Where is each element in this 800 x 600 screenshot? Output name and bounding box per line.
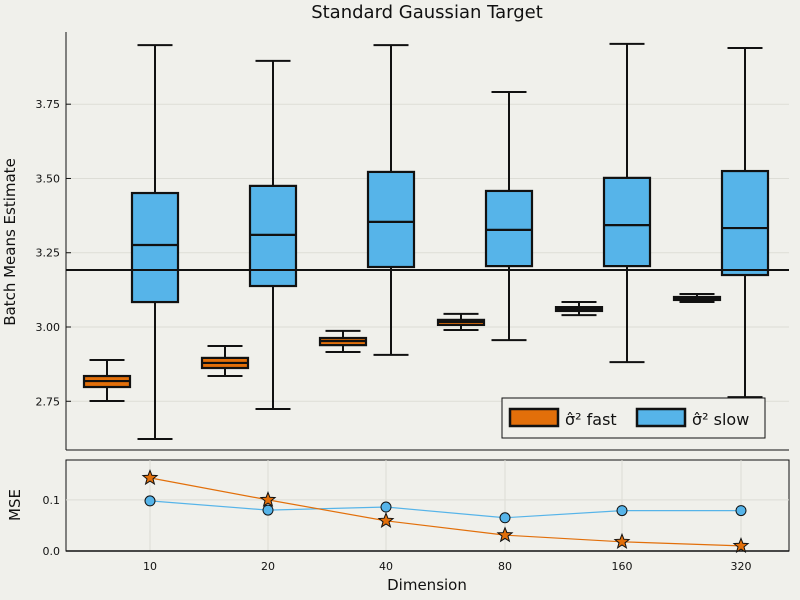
box-slow-320 bbox=[720, 47, 770, 399]
bottom-y-axis-label: MSE bbox=[6, 489, 24, 521]
x-tick-label: 20 bbox=[261, 560, 275, 573]
bottom-x-axis-label: Dimension bbox=[387, 576, 467, 594]
box-body bbox=[366, 170, 416, 269]
mse-point-slow bbox=[499, 512, 511, 524]
mse-line-slow bbox=[149, 500, 741, 519]
legend-label-slow: σ̂² slow bbox=[692, 410, 749, 429]
box-body bbox=[130, 191, 180, 304]
y-tick-label: 0.0 bbox=[43, 545, 61, 558]
chart-title: Standard Gaussian Target bbox=[311, 2, 543, 23]
y-tick-label: 3.25 bbox=[36, 247, 61, 260]
mse-point-fast bbox=[496, 526, 514, 543]
box-slow-40 bbox=[366, 44, 416, 356]
mse-line-fast bbox=[149, 477, 742, 547]
box-fast-20 bbox=[200, 345, 250, 378]
x-tick-label: 40 bbox=[379, 560, 393, 573]
box-slow-10 bbox=[130, 44, 180, 441]
legend-swatch-fast bbox=[508, 407, 560, 428]
top-y-axis-label: Batch Means Estimate bbox=[1, 158, 19, 326]
y-tick-label: 2.75 bbox=[36, 395, 61, 408]
x-tick-label: 80 bbox=[498, 560, 512, 573]
mse-point-fast bbox=[613, 532, 631, 550]
mse-point-fast bbox=[141, 469, 159, 486]
x-tick-label: 10 bbox=[143, 560, 157, 573]
box-slow-80 bbox=[484, 91, 534, 342]
mse-point-slow bbox=[144, 495, 156, 507]
y-tick-label: 3.00 bbox=[36, 321, 61, 334]
mse-point-slow bbox=[616, 505, 628, 517]
box-body bbox=[484, 189, 534, 268]
box-fast-320 bbox=[672, 293, 722, 304]
legend: σ̂² fast σ̂² slow bbox=[501, 397, 766, 439]
legend-swatch-slow bbox=[635, 407, 687, 428]
mse-point-slow bbox=[380, 501, 392, 513]
mse-point-fast bbox=[259, 491, 277, 508]
box-body bbox=[720, 169, 770, 277]
box-fast-160 bbox=[554, 301, 604, 317]
y-tick-label: 3.75 bbox=[36, 98, 61, 111]
box-fast-40 bbox=[318, 329, 368, 353]
box-body bbox=[602, 176, 652, 268]
x-tick-label: 160 bbox=[612, 560, 633, 573]
box-fast-10 bbox=[82, 358, 132, 402]
mse-point-slow bbox=[262, 504, 274, 516]
y-tick-label: 3.50 bbox=[36, 172, 61, 185]
box-slow-20 bbox=[248, 59, 298, 411]
bottom-plot-frame bbox=[65, 459, 790, 552]
mse-point-fast bbox=[377, 511, 395, 529]
box-slow-160 bbox=[602, 42, 652, 364]
mse-point-slow bbox=[735, 505, 747, 517]
y-tick-label: 0.1 bbox=[43, 494, 61, 507]
mse-point-fast bbox=[732, 537, 750, 554]
box-fast-80 bbox=[436, 312, 486, 331]
x-tick-label: 320 bbox=[731, 560, 752, 573]
legend-label-fast: σ̂² fast bbox=[565, 410, 617, 429]
